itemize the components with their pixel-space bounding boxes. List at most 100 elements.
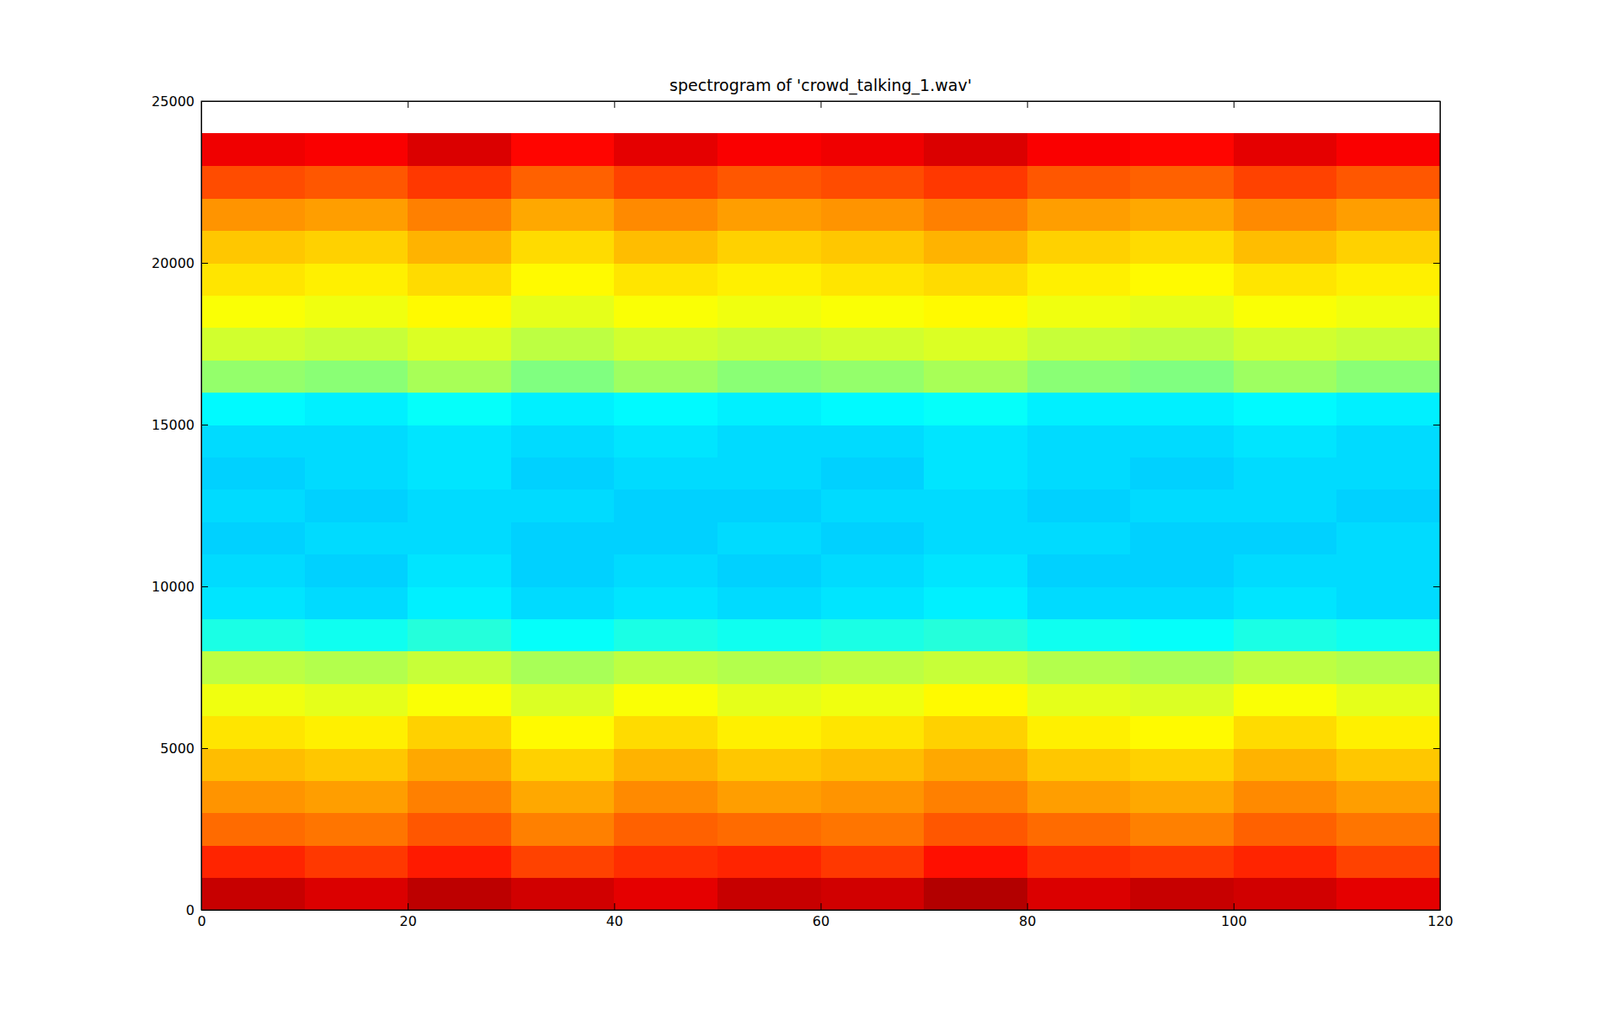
heatmap-cell (1130, 262, 1234, 296)
heatmap-cell (613, 586, 718, 619)
heatmap-cell (1336, 294, 1440, 328)
heatmap-cell (613, 618, 718, 651)
heatmap-cell (821, 359, 925, 393)
heatmap-cell (1130, 197, 1234, 231)
heatmap-cell (717, 133, 822, 166)
heatmap-cell (1130, 747, 1234, 781)
heatmap-cell (821, 456, 925, 490)
tick-label: 10000 (151, 578, 195, 595)
heatmap-cell (1130, 844, 1234, 878)
heatmap-cell (407, 682, 512, 716)
heatmap-cell (923, 392, 1028, 426)
heatmap-cell (1233, 489, 1338, 523)
heatmap-cell (407, 133, 512, 166)
heatmap-cell (511, 618, 615, 651)
heatmap-cell (1336, 165, 1440, 199)
tick (1233, 101, 1235, 108)
heatmap-cell (1027, 682, 1131, 716)
cells (201, 133, 1440, 910)
heatmap-cell (821, 682, 925, 716)
heatmap-cell (1233, 877, 1338, 910)
heatmap-cell (304, 554, 409, 587)
heatmap-cell (304, 359, 409, 393)
heatmap-cell (201, 682, 305, 716)
heatmap-cell (201, 554, 305, 587)
heatmap-cell (201, 779, 305, 813)
heatmap-cell (1336, 650, 1440, 684)
heatmap-cell (821, 586, 925, 619)
tick-mark (201, 747, 208, 749)
heatmap-cell (407, 262, 512, 296)
heatmap-cell (1027, 650, 1131, 684)
tick (821, 101, 822, 108)
heatmap-cell (407, 618, 512, 651)
heatmap-cell (821, 844, 925, 878)
plot-frame (201, 101, 1440, 910)
tick (1433, 747, 1440, 749)
heatmap-cell (923, 327, 1028, 361)
heatmap-cell (1130, 715, 1234, 749)
heatmap-cell (407, 392, 512, 426)
heatmap-cell (717, 747, 822, 781)
heatmap-cell (511, 456, 615, 490)
heatmap-cell (201, 165, 305, 199)
heatmap-cell (923, 230, 1028, 264)
heatmap-cell (613, 747, 718, 781)
heatmap-cell (717, 456, 822, 490)
heatmap-cell (717, 359, 822, 393)
heatmap-cell (717, 650, 822, 684)
heatmap-cell (304, 133, 409, 166)
heatmap-cell (717, 877, 822, 910)
heatmap-cell (1233, 327, 1338, 361)
tick-mark (821, 902, 822, 910)
chart-title: spectrogram of 'crowd_talking_1.wav' (669, 75, 972, 96)
heatmap-cell (201, 650, 305, 684)
tick: 25000 (151, 93, 208, 110)
heatmap-cell (304, 715, 409, 749)
heatmap-cell (201, 424, 305, 458)
heatmap-cell (923, 521, 1028, 555)
tick-mark (613, 101, 615, 108)
heatmap-cell (511, 682, 615, 716)
heatmap-cell (1336, 133, 1440, 166)
tick: 60 (812, 902, 830, 929)
tick-mark (1233, 902, 1235, 910)
heatmap-cell (1233, 779, 1338, 813)
heatmap-cell (201, 327, 305, 361)
heatmap-cell (304, 682, 409, 716)
heatmap-cell (1233, 230, 1338, 264)
heatmap-cell (304, 489, 409, 523)
tick-mark (407, 101, 409, 108)
heatmap-cell (1130, 877, 1234, 910)
heatmap-cell (1336, 779, 1440, 813)
heatmap-cell (1027, 715, 1131, 749)
heatmap-cell (1027, 521, 1131, 555)
heatmap-cell (923, 877, 1028, 910)
tick-mark (201, 424, 208, 426)
heatmap-cell (613, 392, 718, 426)
heatmap-cell (1130, 554, 1234, 587)
tick: 20000 (151, 255, 208, 272)
heatmap-cell (717, 715, 822, 749)
heatmap-cell (1130, 424, 1234, 458)
heatmap-cell (923, 456, 1028, 490)
heatmap-cell (407, 489, 512, 523)
heatmap-cell (717, 294, 822, 328)
heatmap-cell (1233, 197, 1338, 231)
heatmap-cell (717, 197, 822, 231)
heatmap-cell (1130, 650, 1234, 684)
heatmap-cell (407, 197, 512, 231)
heatmap-cell (1336, 262, 1440, 296)
heatmap-cell (407, 230, 512, 264)
heatmap-cell (717, 618, 822, 651)
tick: 15000 (151, 416, 208, 433)
heatmap-cell (511, 489, 615, 523)
heatmap-cell (717, 812, 822, 846)
heatmap-cell (511, 197, 615, 231)
heatmap-cell (821, 812, 925, 846)
heatmap-cell (1130, 521, 1234, 555)
heatmap-cell (1027, 812, 1131, 846)
heatmap-cell (201, 844, 305, 878)
heatmap-cell (717, 165, 822, 199)
heatmap-cell (821, 197, 925, 231)
